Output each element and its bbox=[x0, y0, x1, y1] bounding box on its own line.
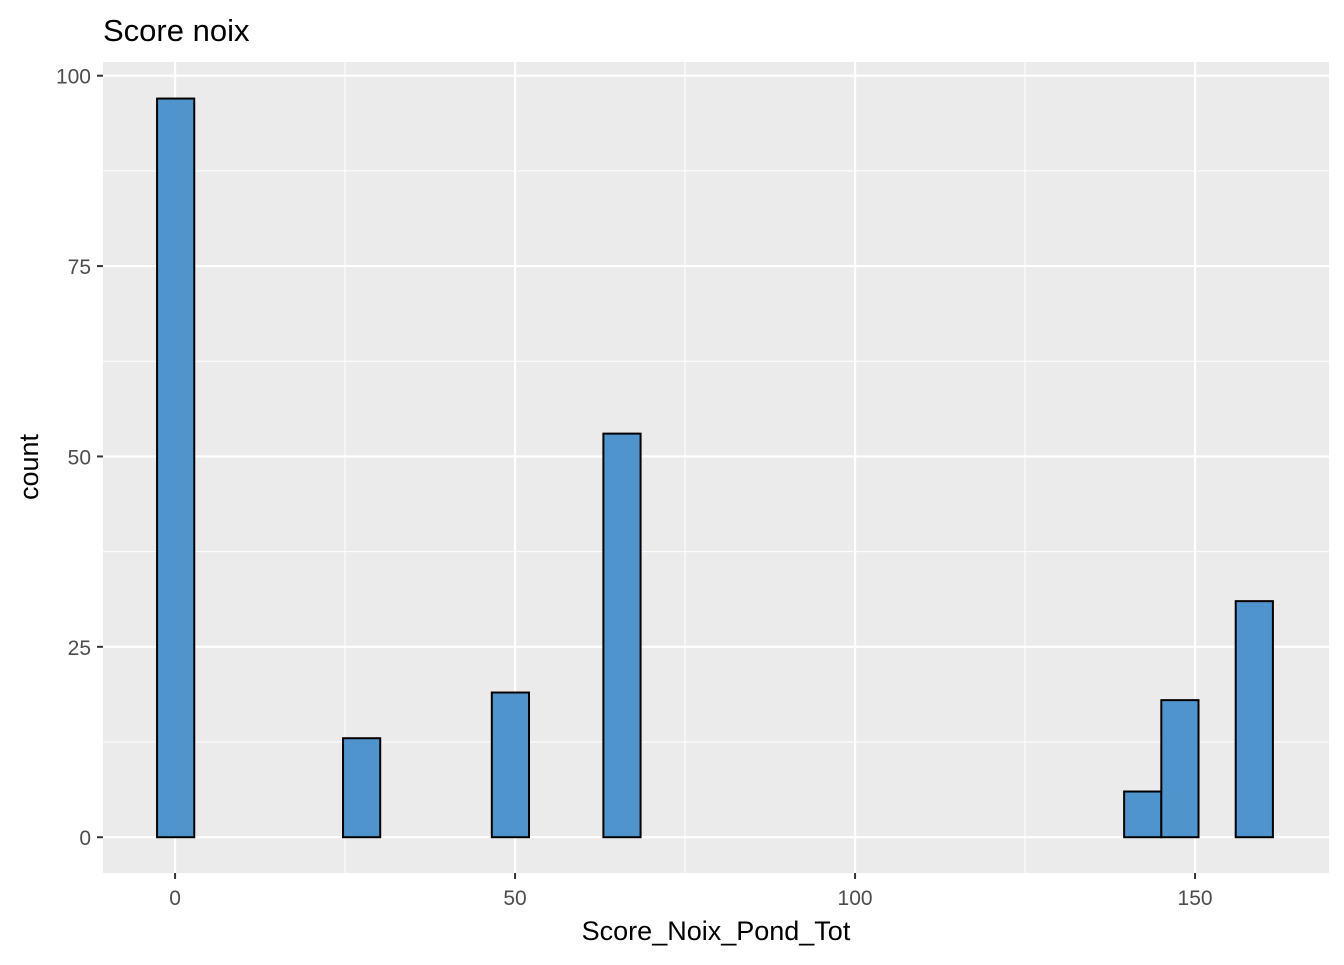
y-axis-label: count bbox=[14, 433, 44, 500]
chart-title: Score noix bbox=[103, 13, 250, 48]
gridlines bbox=[103, 62, 1329, 873]
histogram-bar bbox=[1160, 699, 1200, 839]
x-tick-label: 0 bbox=[169, 887, 181, 910]
histogram-bar bbox=[602, 432, 642, 839]
histogram-bar bbox=[342, 737, 382, 839]
histogram-bar bbox=[156, 97, 196, 839]
y-tick-label: 0 bbox=[79, 827, 91, 850]
y-tick-label: 100 bbox=[56, 66, 91, 89]
histogram-bar bbox=[1123, 790, 1163, 839]
plot-panel bbox=[103, 62, 1329, 873]
histogram-bar bbox=[1234, 600, 1274, 839]
histogram-bar bbox=[490, 691, 531, 839]
x-tick-label: 50 bbox=[503, 887, 526, 910]
x-tick-label: 150 bbox=[1178, 887, 1213, 910]
y-tick-label: 25 bbox=[68, 637, 91, 660]
axes: 0 50 100 150 0 25 50 75 100 bbox=[56, 66, 1213, 910]
x-axis-label: Score_Noix_Pond_Tot bbox=[582, 916, 851, 946]
x-tick-label: 100 bbox=[838, 887, 873, 910]
y-tick-label: 50 bbox=[68, 446, 91, 469]
bars bbox=[156, 97, 1274, 839]
y-tick-label: 75 bbox=[68, 256, 91, 279]
